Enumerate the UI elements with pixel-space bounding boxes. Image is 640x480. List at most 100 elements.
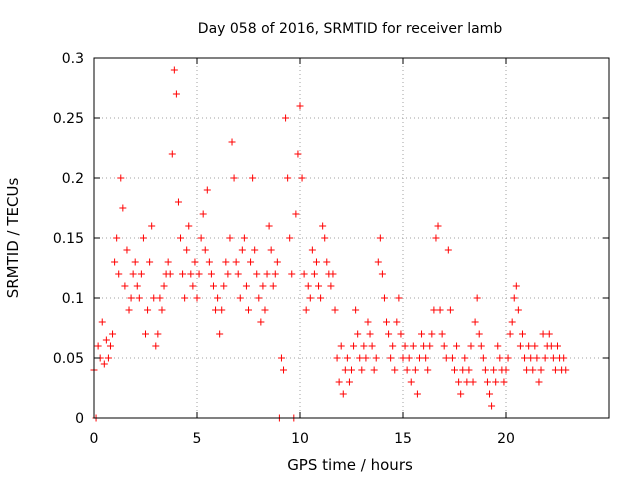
data-point (261, 306, 269, 314)
data-point (352, 306, 360, 314)
data-point (158, 306, 166, 314)
data-point (469, 378, 477, 386)
axis-ticks: 0 5 10 15 20 0 0.05 0.1 0.15 0.2 0.25 0.3 (53, 51, 609, 447)
data-point (174, 198, 182, 206)
data-point (255, 294, 263, 302)
data-point (467, 342, 475, 350)
data-point (282, 114, 290, 122)
data-point (335, 378, 343, 386)
data-point (539, 330, 547, 338)
data-point (117, 174, 125, 182)
data-point (380, 294, 388, 302)
data-point (308, 246, 316, 254)
data-point (383, 318, 391, 326)
data-point (444, 246, 452, 254)
data-point (199, 210, 207, 218)
data-point (216, 330, 224, 338)
data-point (273, 258, 281, 266)
x-tick-label: 10 (291, 431, 309, 447)
data-point (475, 330, 483, 338)
chart-title: Day 058 of 2016, SRMTID for receiver lam… (198, 21, 503, 37)
data-point (185, 222, 193, 230)
data-point (142, 330, 149, 338)
data-point (102, 336, 110, 344)
data-point (523, 366, 531, 374)
data-point (263, 270, 271, 278)
data-point (288, 270, 296, 278)
data-point (207, 270, 215, 278)
x-tick-label: 0 (90, 431, 99, 447)
data-point (298, 174, 306, 182)
data-point (477, 342, 485, 350)
data-point (451, 366, 458, 374)
data-point (203, 186, 211, 194)
data-point (331, 306, 339, 314)
data-point (251, 246, 259, 254)
data-point (430, 306, 438, 314)
data-point (294, 150, 302, 158)
data-point (508, 318, 516, 326)
data-point (560, 354, 568, 362)
data-point (446, 306, 454, 314)
data-point (245, 306, 252, 314)
data-point (242, 282, 250, 290)
data-point (393, 318, 401, 326)
data-point (284, 174, 292, 182)
data-points (90, 66, 570, 422)
y-tick-label: 0.3 (62, 51, 84, 67)
data-point (133, 282, 141, 290)
data-point (535, 378, 543, 386)
data-point (537, 366, 545, 374)
data-point (113, 234, 121, 242)
data-point (337, 342, 345, 350)
data-point (312, 258, 320, 266)
data-point (436, 306, 444, 314)
data-point (442, 354, 450, 362)
data-point (424, 366, 432, 374)
data-point (197, 234, 205, 242)
data-point (247, 258, 255, 266)
data-point (319, 222, 327, 230)
data-point (109, 330, 117, 338)
data-point (170, 66, 178, 74)
data-point (172, 90, 180, 98)
data-point (465, 366, 473, 374)
data-point (150, 294, 158, 302)
data-point (191, 258, 199, 266)
data-point (413, 390, 421, 398)
data-point (234, 270, 242, 278)
data-point (265, 222, 273, 230)
data-point (504, 354, 512, 362)
data-point (545, 330, 553, 338)
data-point (310, 270, 318, 278)
data-point (339, 390, 347, 398)
data-point (249, 174, 257, 182)
data-point (240, 234, 248, 242)
data-point (146, 258, 154, 266)
data-point (209, 282, 217, 290)
data-point (100, 360, 108, 368)
data-point (164, 258, 172, 266)
data-point (551, 366, 559, 374)
data-point (187, 270, 195, 278)
data-point (562, 366, 570, 374)
data-point (315, 282, 323, 290)
data-point (525, 342, 533, 350)
data-point (195, 270, 203, 278)
data-point (401, 342, 409, 350)
data-point (121, 282, 129, 290)
data-point (479, 354, 487, 362)
data-point (139, 234, 147, 242)
data-point (218, 306, 226, 314)
data-point (286, 234, 294, 242)
data-point (533, 354, 541, 362)
data-point (321, 234, 329, 242)
data-point (271, 270, 279, 278)
data-point (350, 342, 358, 350)
data-point (362, 354, 370, 362)
data-point (378, 270, 386, 278)
data-point (356, 354, 364, 362)
data-point (411, 366, 419, 374)
data-point (280, 366, 288, 374)
